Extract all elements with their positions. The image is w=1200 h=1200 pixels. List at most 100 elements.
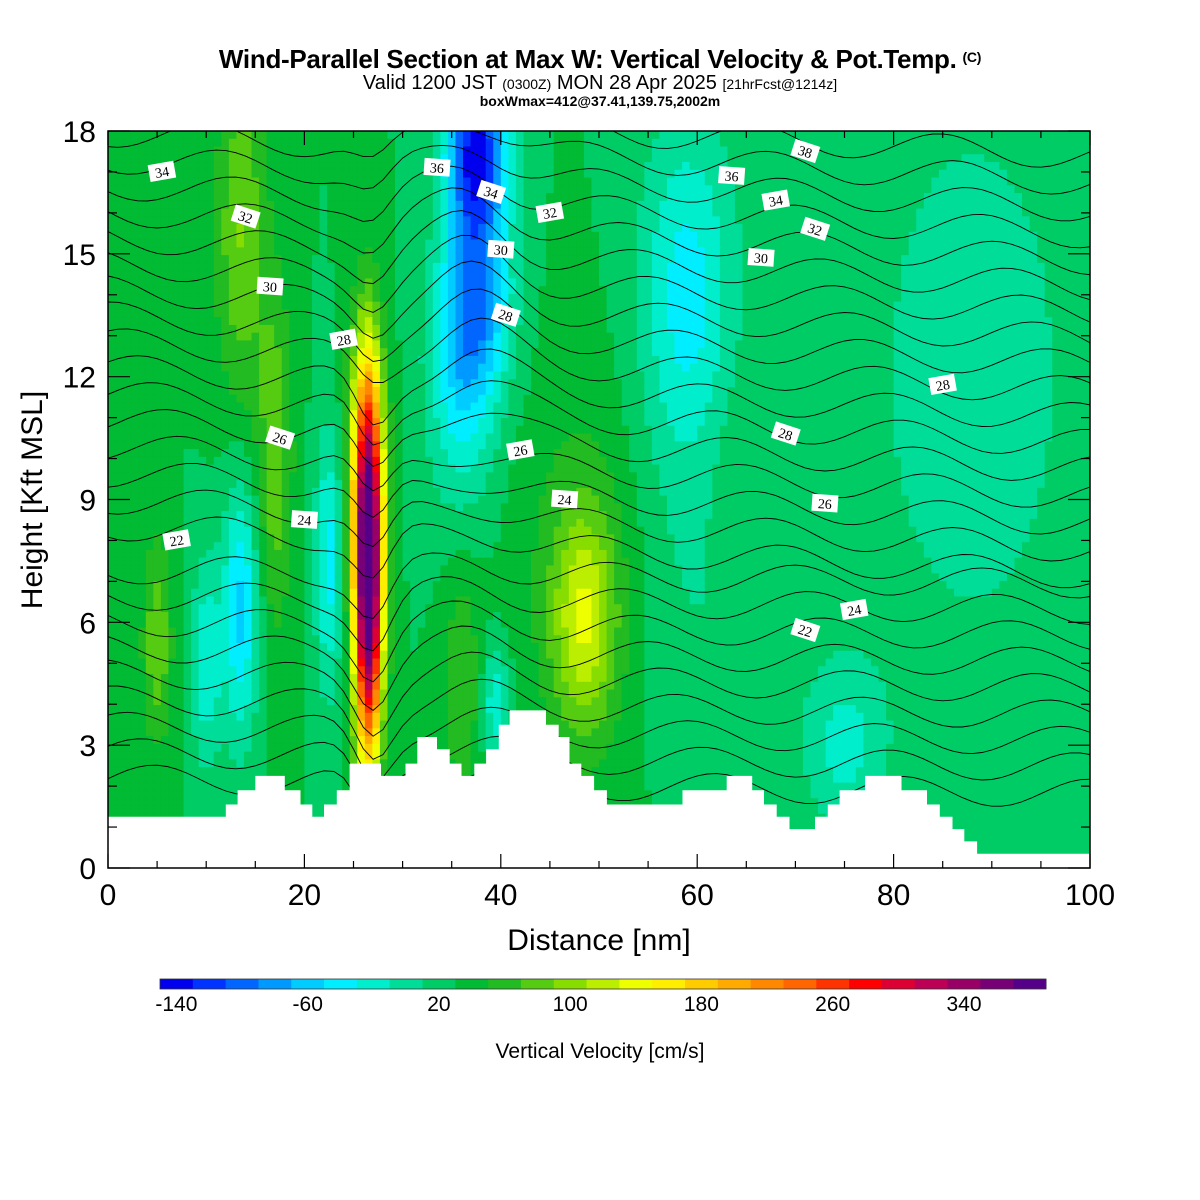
velocity-cell (553, 418, 562, 427)
velocity-cell (259, 324, 268, 334)
velocity-cell (160, 185, 170, 194)
velocity-cell (236, 425, 245, 435)
velocity-cell (697, 402, 706, 411)
velocity-cell (455, 169, 464, 179)
velocity-cell (893, 286, 902, 295)
velocity-cell (463, 177, 472, 186)
velocity-cell (666, 348, 676, 357)
velocity-cell (644, 239, 653, 248)
velocity-cell (961, 239, 970, 248)
velocity-cell (259, 332, 268, 342)
velocity-cell (455, 278, 464, 287)
velocity-cell (863, 371, 872, 380)
velocity-cell (833, 278, 842, 287)
velocity-cell (145, 239, 154, 248)
velocity-cell (1052, 309, 1061, 318)
velocity-cell (130, 131, 139, 140)
velocity-cell (893, 138, 902, 148)
velocity-cell (115, 355, 124, 365)
velocity-cell (878, 317, 887, 326)
velocity-cell (281, 224, 290, 233)
velocity-cell (757, 185, 766, 194)
velocity-cell (674, 317, 683, 326)
velocity-cell (515, 146, 525, 155)
velocity-cell (523, 247, 532, 256)
velocity-cell (1082, 402, 1090, 411)
velocity-cell (485, 286, 494, 295)
velocity-cell (1067, 387, 1076, 396)
velocity-cell (727, 293, 736, 303)
velocity-cell (772, 270, 781, 279)
velocity-cell (221, 410, 230, 419)
velocity-cell (463, 138, 472, 148)
velocity-cell (395, 162, 404, 171)
velocity-cell (568, 146, 577, 155)
velocity-cell (1022, 146, 1031, 155)
velocity-cell (198, 255, 207, 264)
velocity-cell (636, 371, 645, 380)
velocity-cell (183, 301, 192, 311)
velocity-cell (976, 363, 985, 373)
velocity-cell (802, 309, 812, 318)
velocity-cell (984, 355, 993, 365)
velocity-cell (629, 270, 638, 279)
velocity-cell (440, 224, 449, 233)
velocity-cell (379, 216, 389, 225)
velocity-cell (825, 286, 834, 295)
velocity-cell (515, 239, 525, 248)
velocity-cell (1037, 185, 1046, 194)
velocity-cell (976, 410, 985, 419)
velocity-cell (455, 247, 464, 256)
velocity-cell (878, 332, 887, 342)
forecast-info: [21hrFcst@1214z] (722, 76, 838, 92)
velocity-cell (765, 348, 774, 357)
velocity-cell (825, 387, 834, 396)
velocity-cell (372, 309, 381, 318)
velocity-cell (493, 394, 502, 404)
velocity-cell (780, 146, 789, 155)
velocity-cell (327, 247, 336, 256)
velocity-cell (1074, 224, 1084, 233)
velocity-cell (659, 363, 668, 373)
velocity-cell (379, 247, 389, 256)
velocity-cell (591, 262, 600, 272)
velocity-cell (387, 317, 396, 326)
velocity-cell (175, 131, 185, 140)
velocity-cell (304, 340, 313, 349)
velocity-cell (138, 239, 147, 248)
velocity-cell (599, 394, 608, 404)
velocity-cell (417, 154, 426, 163)
velocity-cell (342, 169, 351, 179)
velocity-cell (1067, 324, 1076, 334)
velocity-cell (704, 193, 713, 202)
velocity-cell (243, 185, 253, 194)
velocity-cell (243, 286, 253, 295)
velocity-cell (969, 146, 978, 155)
velocity-cell (591, 348, 600, 357)
velocity-cell (636, 286, 645, 295)
velocity-cell (387, 293, 396, 303)
velocity-cell (153, 317, 162, 326)
velocity-cell (886, 138, 895, 148)
velocity-cell (969, 247, 978, 256)
velocity-cell (417, 379, 426, 388)
velocity-cell (108, 332, 117, 342)
velocity-cell (1059, 355, 1068, 365)
velocity-cell (969, 363, 978, 373)
velocity-cell (523, 332, 532, 342)
velocity-cell (274, 146, 283, 155)
velocity-cell (410, 154, 419, 163)
velocity-cell (281, 208, 290, 217)
velocity-cell (999, 131, 1008, 140)
velocity-cell (168, 154, 177, 163)
velocity-cell (923, 286, 932, 295)
velocity-cell (742, 208, 751, 217)
velocity-cell (523, 379, 532, 388)
velocity-cell (470, 200, 479, 210)
velocity-cell (523, 177, 532, 186)
velocity-cell (115, 262, 124, 272)
velocity-cell (734, 247, 744, 256)
velocity-cell (719, 387, 729, 396)
velocity-cell (175, 270, 185, 279)
velocity-cell (757, 317, 766, 326)
